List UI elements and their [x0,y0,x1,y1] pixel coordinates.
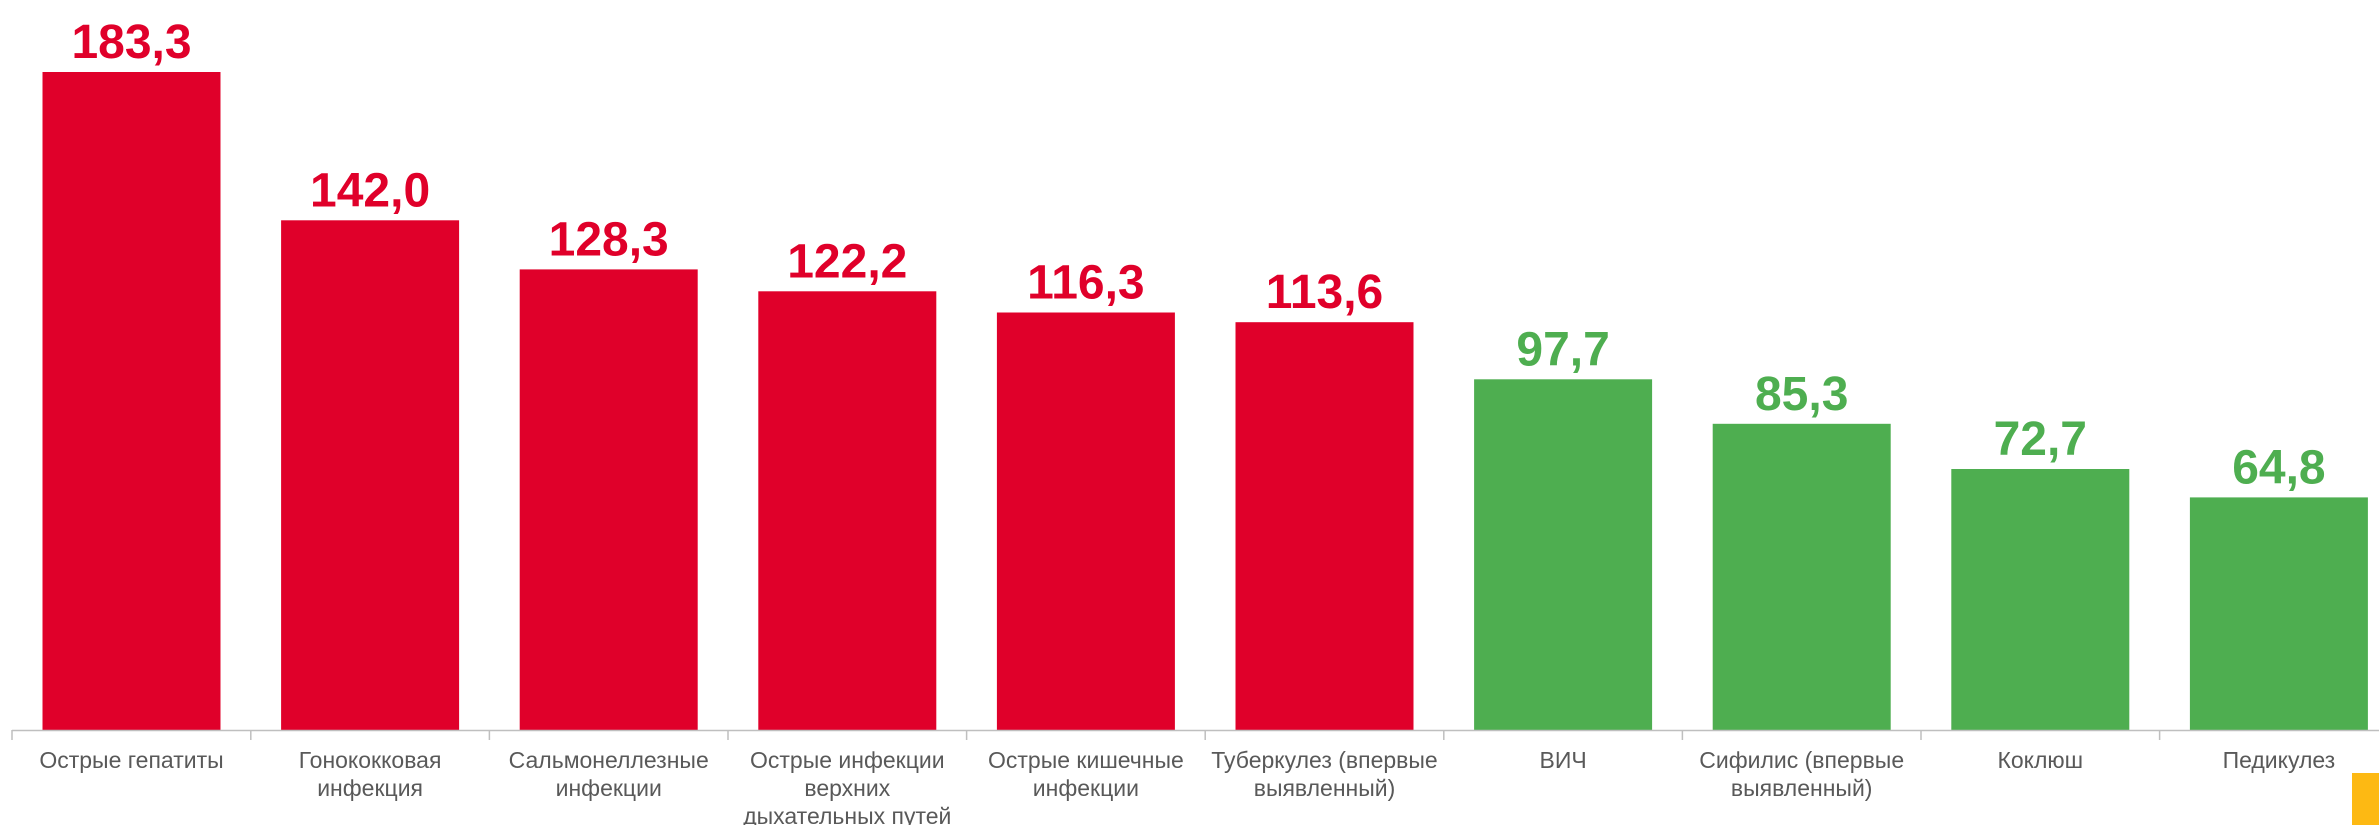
category-label-line: инфекции [556,775,662,801]
bar-value-label: 142,0 [310,164,430,217]
bar [1235,322,1414,730]
bar-value-label: 183,3 [71,16,191,69]
category-label-line: выявленный) [1731,775,1873,801]
bar [1474,379,1653,730]
category-label: Гонококковая инфекция [299,747,442,801]
category-label-line: Туберкулез (впервые [1211,747,1437,773]
bar-value-label: 122,2 [787,235,907,288]
bar-value-label: 97,7 [1516,323,1609,376]
category-label-line: Острые инфекции [750,747,945,773]
bar [758,291,937,730]
bar [281,220,460,731]
bar [1712,423,1891,730]
category-label-line: Острые кишечные [988,747,1184,773]
corner-accent-mark [2352,773,2379,825]
category-label-line: Сифилис (впервые [1699,747,1904,773]
category-label-line: дыхательных путей [743,803,951,825]
bar [1951,469,2130,730]
category-label: Коклюш [1997,747,2083,773]
category-label: Педикулез [2223,747,2336,773]
bar [42,72,221,730]
category-label: ВИЧ [1539,747,1586,773]
category-label-line: инфекции [1033,775,1139,801]
category-label-line: Гонококковая [299,747,442,773]
bar-value-label: 85,3 [1755,368,1848,421]
bar-value-label: 128,3 [549,213,669,266]
bar-value-label: 113,6 [1266,266,1383,319]
category-label-line: Острые гепатиты [39,747,223,773]
bar [519,269,698,730]
category-label-line: ВИЧ [1539,747,1586,773]
category-label: Туберкулез (впервые выявленный) [1211,747,1437,801]
value-labels-group: 183,3 142,0 128,3 122,2 116,3 113,6 97,7 85,3 72… [71,16,2325,494]
category-label-line: выявленный) [1254,775,1396,801]
bar-value-label: 72,7 [1994,413,2087,466]
category-label-line: верхних [804,775,890,801]
category-labels-group: Острые гепатиты Гонококковая инфекция Сальм… [39,747,2335,825]
bar [996,312,1175,730]
category-label: Острые инфекции верхних дыхательных путей [743,747,951,825]
category-label-line: Сальмонеллезные [509,747,709,773]
category-label: Острые гепатиты [39,747,223,773]
category-label-line: Коклюш [1997,747,2083,773]
bar [2189,497,2368,730]
category-label: Сальмонеллезные инфекции [509,747,709,801]
bar-value-label: 64,8 [2232,441,2325,494]
category-label: Сифилис (впервые выявленный) [1699,747,1904,801]
bar-value-label: 116,3 [1027,257,1144,310]
category-label: Острые кишечные инфекции [988,747,1184,801]
bars-group [42,72,2368,731]
x-axis [11,729,2379,740]
category-label-line: Педикулез [2223,747,2336,773]
category-label-line: инфекция [317,775,423,801]
